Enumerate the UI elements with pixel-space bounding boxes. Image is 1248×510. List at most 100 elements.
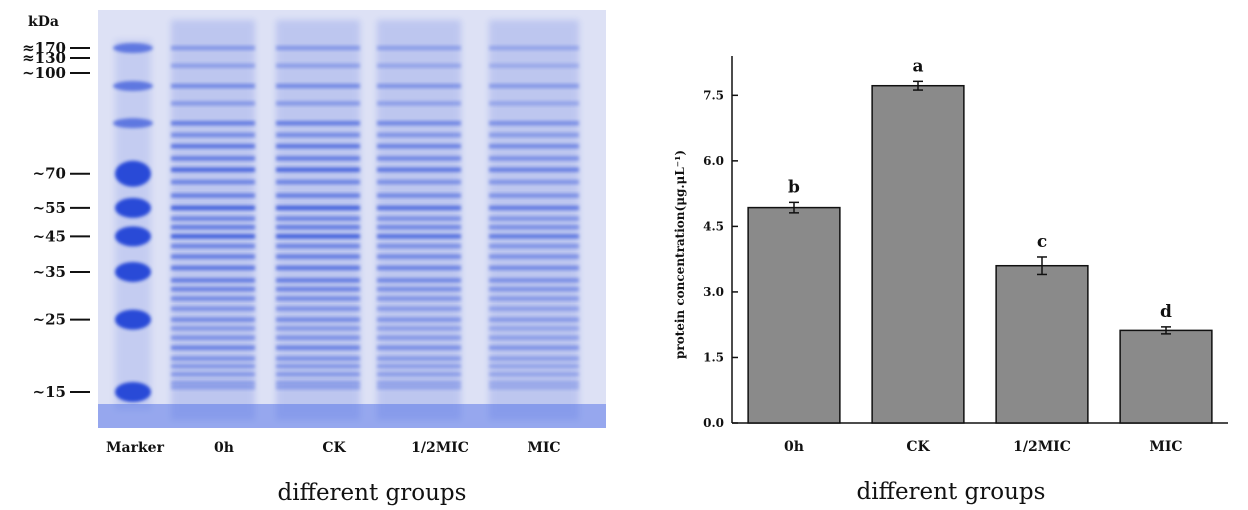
sample-band [489,224,579,230]
sample-band [171,193,255,198]
significance-label: b [788,177,800,197]
gel-marker-labels: ≈170≈130~100 ~70 ~55 ~45 ~35 ~25 ~15 [22,39,90,401]
sample-band [377,286,461,292]
sample-band [489,83,579,89]
sample-band [377,156,461,161]
sample-band [377,243,461,249]
lane-label: 1/2MIC [411,440,469,456]
sample-band [489,372,579,377]
y-tick-label: 3.0 [703,285,724,299]
sample-band [377,356,461,361]
sample-band [276,326,360,331]
y-tick: 3.0 [703,285,738,299]
sample-band [276,156,360,161]
marker-label: ~100 [22,64,90,82]
sample-band [276,254,360,259]
marker-label-text: ~45 [33,227,66,245]
y-tick-label: 4.5 [703,219,724,233]
sample-band [276,380,360,386]
sample-band [489,345,579,350]
sample-band [171,306,255,311]
sample-band [377,144,461,149]
marker-label-text: ≈130 [22,49,66,67]
marker-label-text: ~15 [33,383,66,401]
sample-band [276,243,360,249]
sample-band [171,224,255,230]
bar-group-0h: b [747,177,841,424]
sample-band [377,265,461,271]
marker-label: ~55 [33,199,90,217]
sample-band [377,254,461,259]
chart-x-tick-labels: 0h CK 1/2MIC MIC [784,439,1183,455]
y-tick: 0.0 [703,416,738,430]
sample-band [171,296,255,301]
sample-band [276,144,360,149]
gel-unit-label: kDa [28,14,59,30]
y-tick-label: 1.5 [703,350,724,364]
sample-band [276,278,360,283]
sample-band [171,254,255,259]
gel-lane-1 [171,20,255,420]
x-tick-label: 1/2MIC [1013,439,1071,455]
sample-band [377,132,461,138]
gel-lane-2 [276,20,360,420]
sample-band [171,179,255,185]
bar [871,84,965,424]
x-tick-label: 0h [784,439,804,455]
sample-band [276,167,360,172]
bar [995,264,1089,424]
sample-band [276,385,360,390]
sample-band [489,363,579,369]
sample-band [171,205,255,211]
gel-lane-4 [489,20,579,420]
sample-band [377,216,461,221]
y-tick: 4.5 [703,219,738,233]
gel-lane-labels: Marker 0h CK 1/2MIC MIC [106,440,561,456]
sample-band [171,326,255,331]
sample-band [377,317,461,322]
sample-band [377,306,461,311]
sample-band [171,167,255,172]
sample-band [171,45,255,51]
sample-band [377,335,461,340]
sample-band [377,205,461,211]
bar [1119,329,1213,424]
sample-band [377,296,461,301]
y-tick-label: 6.0 [703,154,724,168]
sample-band [377,83,461,89]
sample-band [276,296,360,301]
sample-band [171,335,255,340]
sample-band [171,356,255,361]
sample-band [489,132,579,138]
lane-label: CK [322,440,346,456]
sds-page-gel-panel: kDa ≈170≈130~100 ~70 ~55 ~45 ~35 ~25 ~15 Marke… [22,10,606,506]
significance-label: d [1160,302,1172,322]
sample-band [171,278,255,283]
x-tick-label: MIC [1149,439,1182,455]
sample-band [489,265,579,271]
sample-band [377,63,461,68]
significance-label: c [1037,232,1047,252]
sample-band [377,326,461,331]
chart-y-axis-label: protein concentration(μg.μL⁻¹) [673,150,687,359]
y-tick-label: 0.0 [703,416,724,430]
marker-label-text: ≈170 [22,39,66,57]
bar-group-CK: a [871,56,965,424]
sample-band [171,243,255,249]
gel-dye-front [98,404,606,428]
sample-band [276,335,360,340]
marker-label-text: ~25 [33,311,66,329]
sample-band [276,286,360,292]
marker-label-text: ~100 [22,64,66,82]
sample-band [276,356,360,361]
sample-band [489,63,579,68]
lane-label: 0h [214,440,234,456]
bar-chart-panel: b a c d 0.0 1.5 3.0 4.5 6.0 7.5 0h CK 1/2MIC MIC pr… [673,56,1228,505]
sample-band [489,306,579,311]
sample-band [171,345,255,350]
gel-lane-3 [377,20,461,420]
bar [747,206,841,424]
sample-band [489,296,579,301]
sample-band [171,216,255,221]
sample-band [276,83,360,89]
